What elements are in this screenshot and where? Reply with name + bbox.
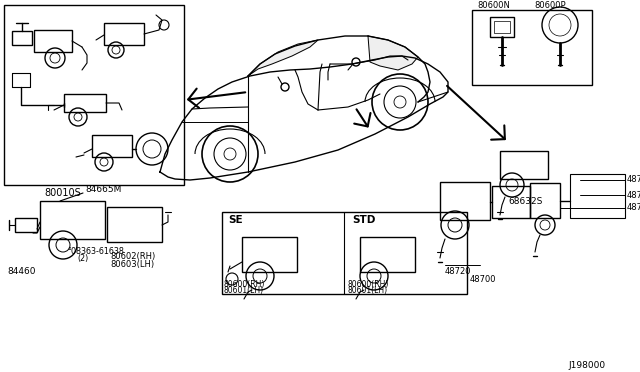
Text: 48720: 48720 [445, 267, 472, 276]
Bar [494, 21, 510, 33]
Bar [440, 182, 490, 220]
Bar [500, 151, 548, 179]
Text: 80600(RH): 80600(RH) [224, 279, 266, 289]
Text: 80603(LH): 80603(LH) [110, 260, 154, 269]
Bar [570, 174, 625, 218]
Bar [104, 23, 144, 45]
Text: 48750: 48750 [627, 190, 640, 199]
Text: 80601(LH): 80601(LH) [224, 286, 264, 295]
Text: 80010S: 80010S [44, 188, 81, 198]
Text: 68632S: 68632S [508, 198, 542, 206]
Bar [40, 201, 105, 239]
Text: °08363-61638: °08363-61638 [67, 247, 124, 256]
Bar [472, 10, 592, 85]
Text: 80601(LH): 80601(LH) [348, 286, 388, 295]
Bar [92, 135, 132, 157]
Text: 48700: 48700 [470, 276, 497, 285]
Bar [12, 31, 32, 45]
Bar [492, 186, 530, 218]
Text: 48706: 48706 [627, 176, 640, 185]
Text: 80600(RH): 80600(RH) [348, 279, 389, 289]
Bar [34, 30, 72, 52]
Bar [490, 17, 514, 37]
Text: 48700A: 48700A [627, 203, 640, 212]
Bar [4, 5, 184, 185]
Text: SE: SE [228, 215, 243, 225]
Text: 84460: 84460 [7, 267, 35, 276]
Bar [15, 218, 37, 232]
Text: 80602(RH): 80602(RH) [110, 253, 156, 262]
Bar [222, 212, 467, 294]
Bar [107, 207, 162, 242]
Text: J198000: J198000 [568, 362, 605, 371]
Text: 80600N: 80600N [477, 0, 510, 10]
Polygon shape [368, 36, 418, 70]
Text: 80600P: 80600P [534, 0, 566, 10]
Bar [64, 94, 106, 112]
Text: STD: STD [352, 215, 376, 225]
Bar [360, 237, 415, 272]
Polygon shape [248, 40, 318, 76]
Text: (2): (2) [77, 254, 88, 263]
Text: 84665M: 84665M [85, 185, 122, 193]
Bar [242, 237, 297, 272]
Bar [530, 183, 560, 218]
